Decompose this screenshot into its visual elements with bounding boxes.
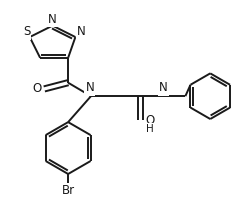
Text: N: N <box>159 81 168 94</box>
Text: N: N <box>85 81 94 94</box>
Text: S: S <box>23 25 30 38</box>
Text: O: O <box>145 114 155 127</box>
Text: Br: Br <box>62 184 75 197</box>
Text: H: H <box>146 124 154 134</box>
Text: O: O <box>32 82 42 95</box>
Text: N: N <box>48 13 57 26</box>
Text: N: N <box>77 25 86 38</box>
